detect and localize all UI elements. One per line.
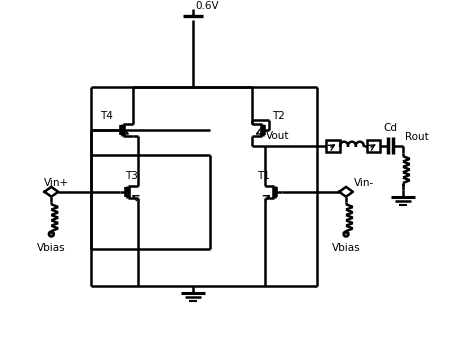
- Text: Vin-: Vin-: [354, 178, 374, 188]
- Text: Vout: Vout: [265, 131, 289, 141]
- Text: T4: T4: [100, 111, 113, 121]
- Text: Cd: Cd: [384, 123, 398, 133]
- Text: T3: T3: [125, 171, 138, 181]
- Text: Vbias: Vbias: [332, 243, 360, 253]
- Text: Vbias: Vbias: [37, 243, 66, 253]
- Text: Vin+: Vin+: [44, 178, 69, 188]
- Text: 0.6V: 0.6V: [196, 1, 219, 11]
- Text: T2: T2: [273, 111, 285, 121]
- Bar: [367, 140, 381, 152]
- Text: Rout: Rout: [405, 132, 428, 142]
- Bar: [327, 140, 340, 152]
- Text: T1: T1: [256, 171, 270, 181]
